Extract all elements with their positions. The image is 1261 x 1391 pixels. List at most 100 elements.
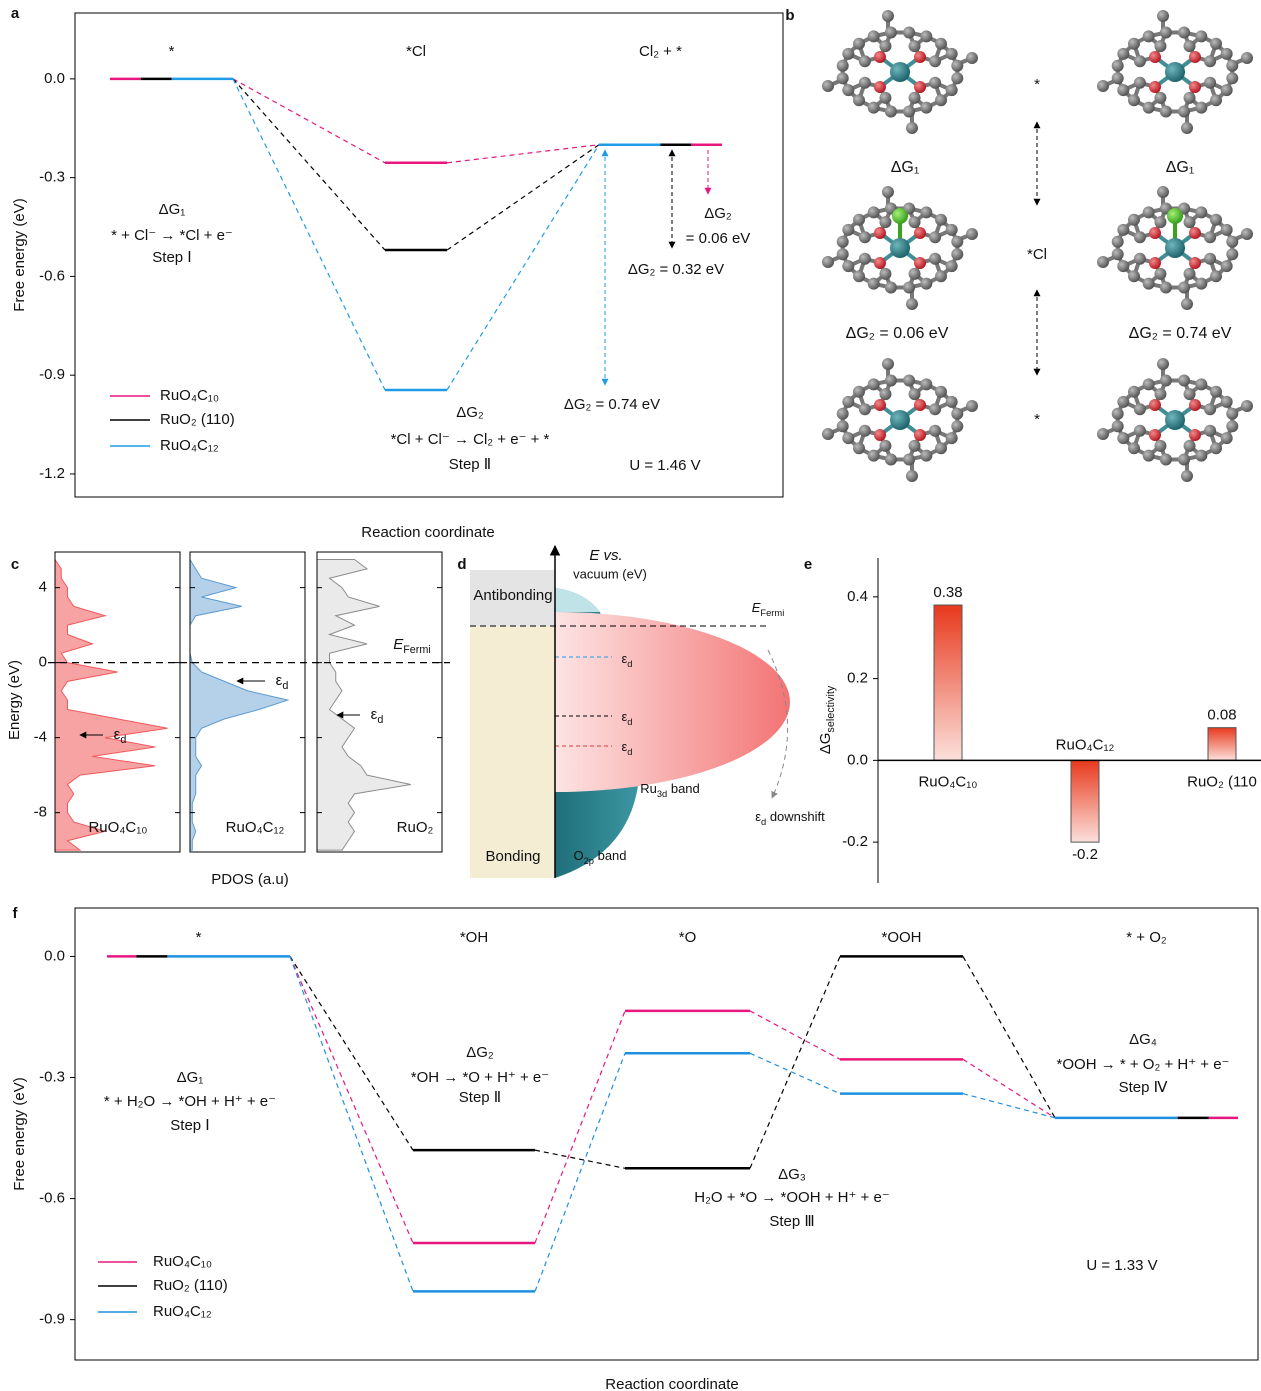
atom [1221, 48, 1233, 60]
atom [842, 396, 854, 408]
state-label: * [1034, 411, 1040, 428]
annotation: ΔG₂ [466, 1044, 494, 1061]
atom [882, 358, 894, 370]
atom [1154, 216, 1166, 228]
text-part: downshift [766, 809, 825, 824]
atom [859, 77, 871, 89]
text-part: d [627, 747, 632, 757]
axis-label: vacuum (eV) [573, 566, 647, 581]
atom [1221, 432, 1233, 444]
atom [1195, 30, 1207, 42]
y-tick-label: -0.2 [842, 833, 868, 850]
atom [1149, 257, 1161, 269]
legend-label: RuO₄C₁₂ [153, 1303, 212, 1320]
atom [890, 238, 910, 258]
atom [1184, 388, 1196, 400]
atom [1210, 94, 1222, 106]
atom [1149, 429, 1161, 441]
atom [1154, 388, 1166, 400]
fermi-label: EFermi [393, 636, 431, 656]
energy-label: ΔG₂ = 0.06 eV [846, 325, 949, 342]
pdos-area [317, 560, 411, 851]
atom [1189, 429, 1201, 441]
panel-letter: a [11, 5, 20, 22]
atom [1189, 227, 1201, 239]
connector [290, 956, 413, 1243]
atom [1143, 450, 1155, 462]
text-part: 2p [584, 856, 594, 866]
atom [853, 94, 865, 106]
annotation: ΔG₂ [704, 205, 732, 222]
atom [837, 248, 849, 260]
series-label: RuO₂ [397, 819, 434, 836]
annotation: ΔG₂ [456, 404, 484, 421]
atom [903, 26, 915, 38]
o2p-band-top [555, 588, 600, 612]
atom [914, 81, 926, 93]
atom [868, 378, 880, 390]
atom [868, 30, 880, 42]
atom [1097, 80, 1109, 92]
atom [946, 396, 958, 408]
atom [909, 388, 921, 400]
atom [859, 231, 871, 243]
atom [1184, 440, 1196, 452]
atom [935, 442, 947, 454]
atom [1154, 40, 1166, 52]
atom [874, 257, 886, 269]
annotation: Step Ⅱ [459, 1089, 501, 1106]
annotation: ΔG₂ = 0.32 eV [628, 261, 724, 278]
atom [1195, 450, 1207, 462]
atom [920, 206, 932, 218]
atom [1167, 208, 1183, 224]
value-label: -0.2 [1072, 846, 1098, 863]
y-axis-label: Free energy (eV) [11, 198, 28, 311]
category-label: Cl₂ + * [639, 43, 682, 60]
atom [1143, 378, 1155, 390]
atom [892, 208, 908, 224]
annotation: U = 1.46 V [629, 457, 700, 474]
atom [1195, 378, 1207, 390]
connector [535, 1011, 625, 1243]
atom [1128, 270, 1140, 282]
x-axis-label: Reaction coordinate [605, 1376, 738, 1391]
atom [842, 224, 854, 236]
atom [909, 440, 921, 452]
region-label: Antibonding [473, 587, 552, 604]
annotation: *OOH → * + O₂ + H⁺ + e⁻ [1057, 1056, 1230, 1073]
atom [951, 236, 963, 248]
atom [1160, 454, 1172, 466]
atom [1195, 206, 1207, 218]
atom [1178, 26, 1190, 38]
energy-label: ΔG₁ [891, 159, 920, 176]
atom [1181, 298, 1193, 310]
atom [906, 122, 918, 134]
atom [837, 72, 849, 84]
atom [1184, 216, 1196, 228]
atom [874, 399, 886, 411]
annotation: ΔG₁ [159, 201, 186, 218]
atom [1157, 358, 1169, 370]
atom [885, 106, 897, 118]
atom [906, 298, 918, 310]
atom [1157, 186, 1169, 198]
atom [1221, 224, 1233, 236]
atom [853, 386, 865, 398]
atom [1128, 386, 1140, 398]
axis-label: E vs. [589, 547, 622, 564]
atom [935, 214, 947, 226]
category-label: * [169, 43, 175, 60]
atom [1204, 253, 1216, 265]
atom [1097, 428, 1109, 440]
atom [914, 399, 926, 411]
pdos-area [190, 560, 288, 851]
atom [859, 253, 871, 265]
atom [1112, 420, 1124, 432]
molecule [1097, 358, 1253, 482]
annotation: = 0.06 eV [686, 230, 751, 247]
atom [1117, 224, 1129, 236]
annotation: ΔG₃ [778, 1166, 806, 1183]
atom [946, 224, 958, 236]
atom [914, 429, 926, 441]
y-tick-label: -0.9 [39, 366, 65, 383]
